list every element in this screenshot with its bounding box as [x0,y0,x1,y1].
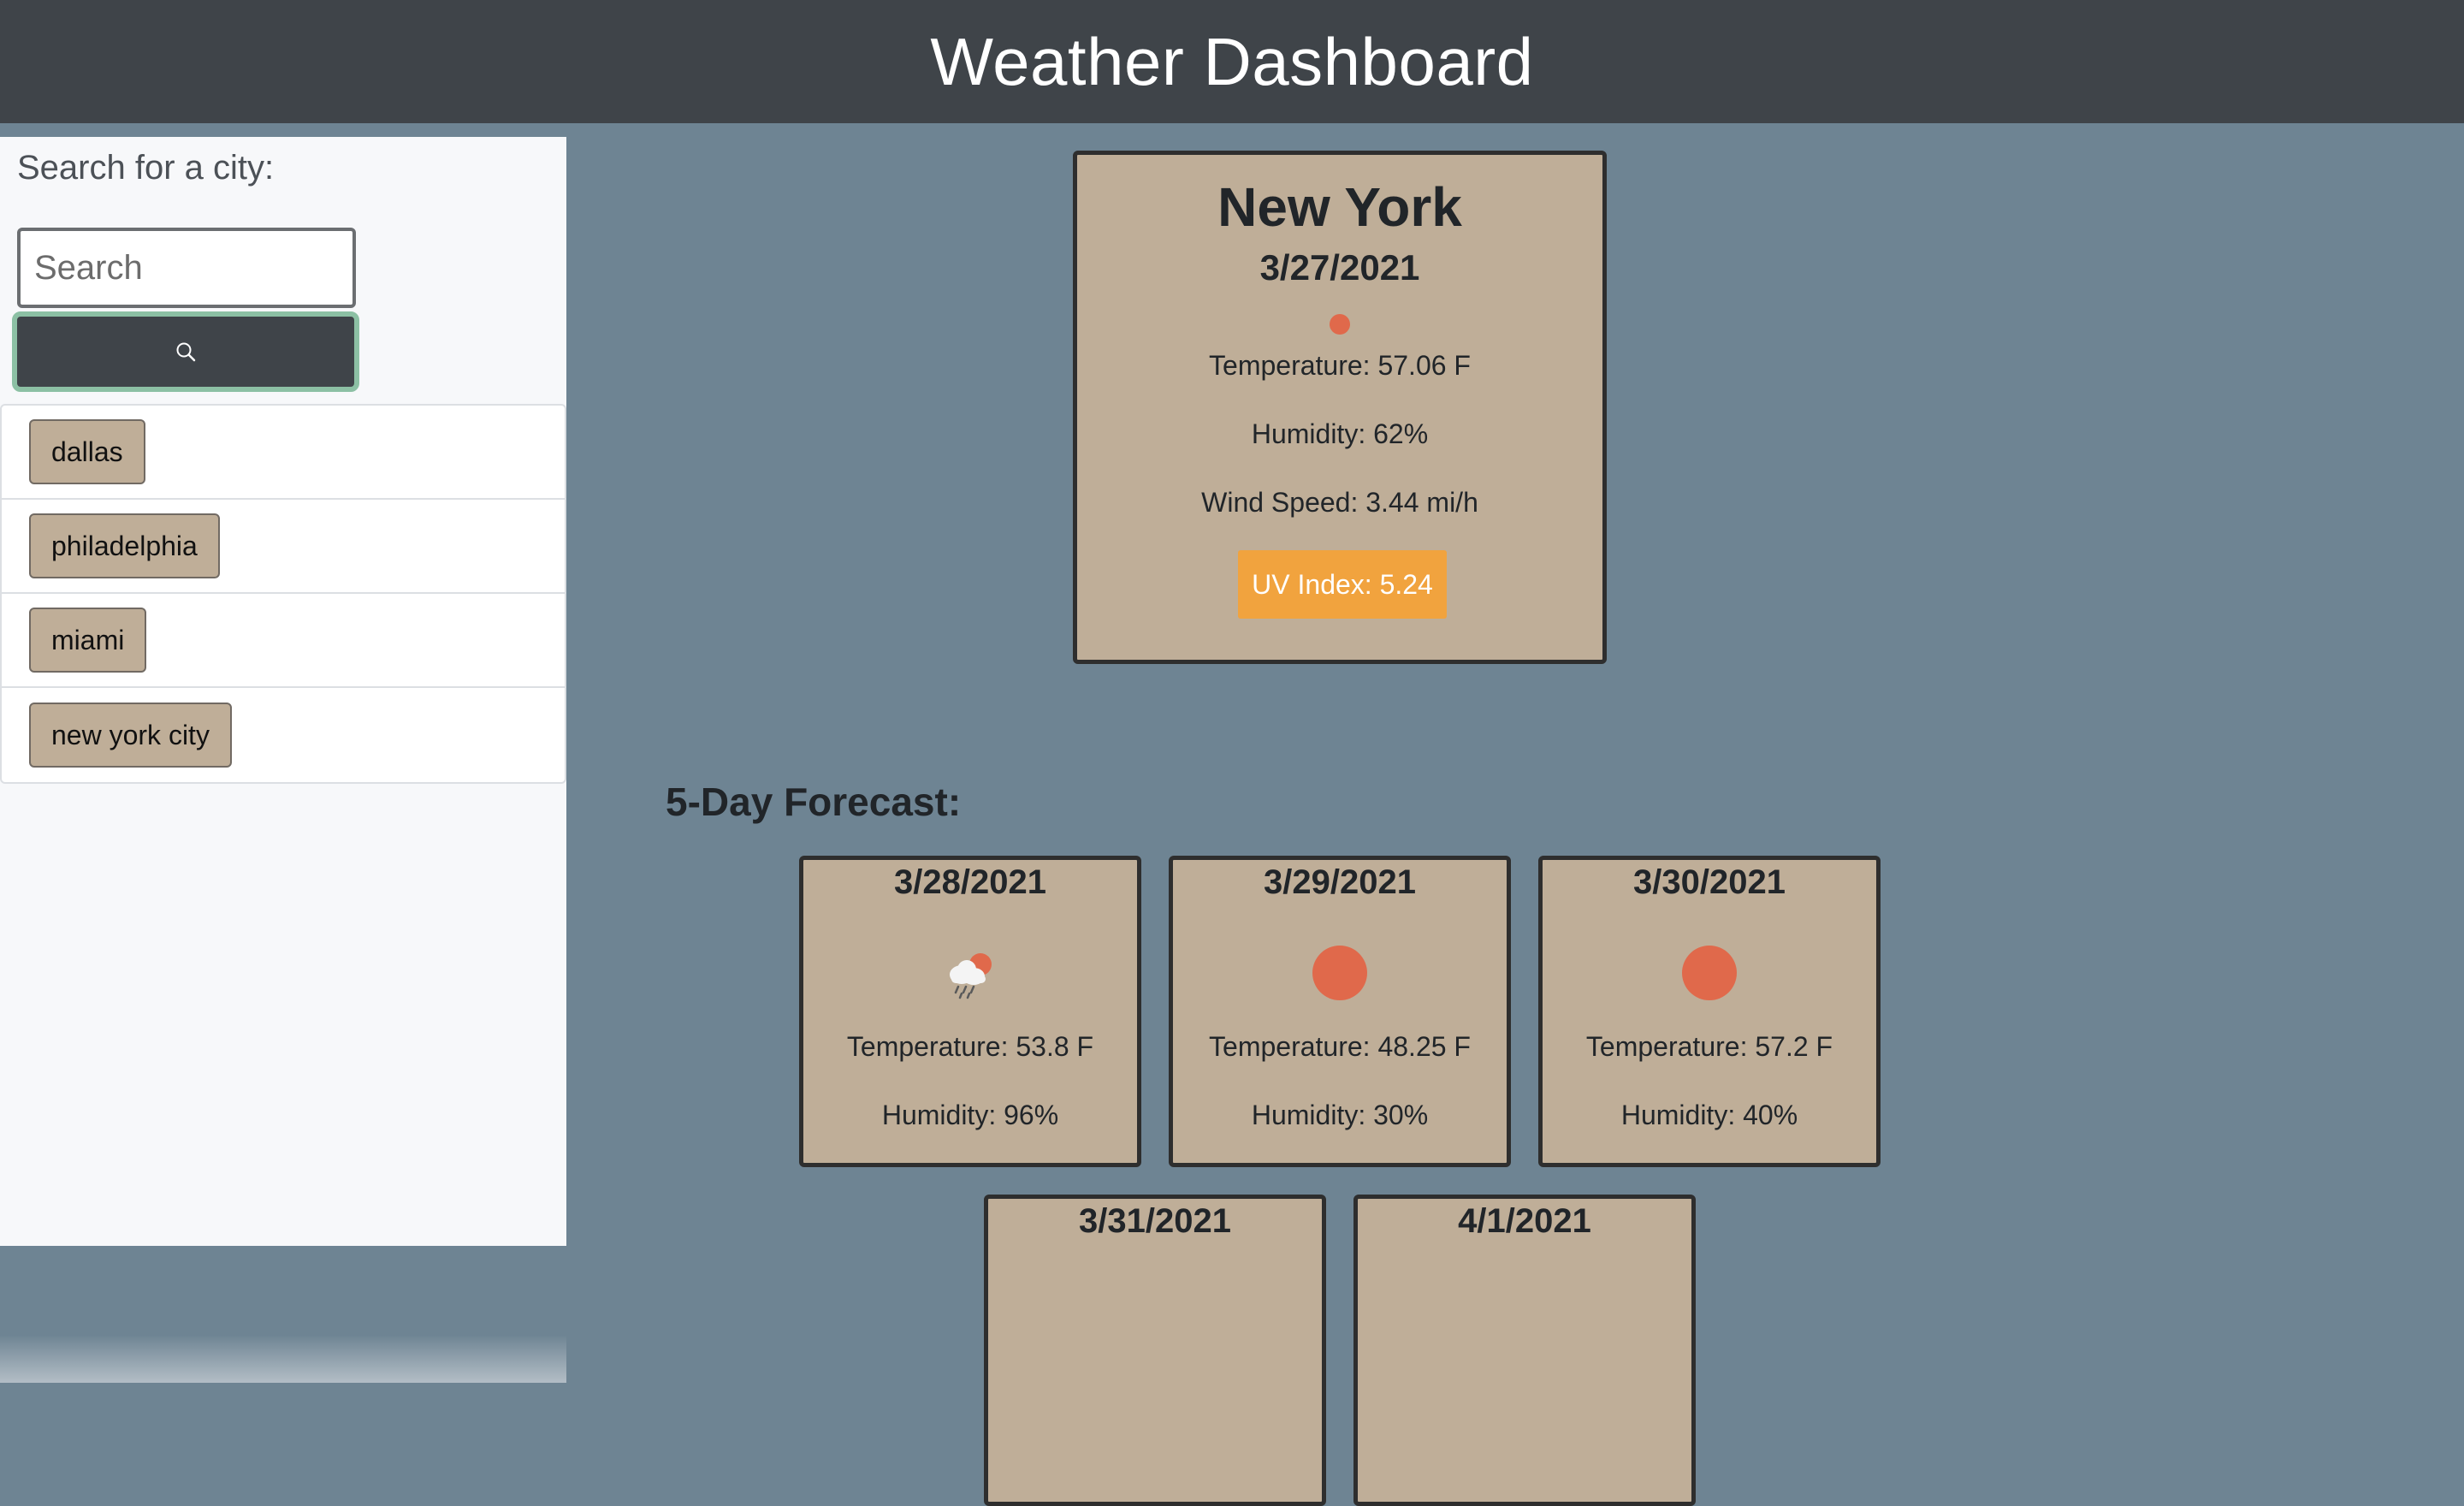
list-item: new york city [2,688,565,782]
forecast-date: 3/30/2021 [1633,863,1786,901]
uv-index-badge: UV Index: 5.24 [1238,550,1447,619]
forecast-card: 3/31/2021 [984,1195,1326,1506]
search-input[interactable] [17,228,356,308]
sun-icon [1312,946,1367,1000]
forecast-title: 5-Day Forecast: [666,780,962,824]
forecast-card: 3/29/2021 Temperature: 48.25 F Humidity:… [1169,856,1511,1167]
history-city-button[interactable]: miami [29,608,147,673]
search-icon [176,342,196,362]
page-title: Weather Dashboard [930,23,1534,99]
forecast-temperature: Temperature: 48.25 F [1209,1031,1471,1062]
list-item: miami [2,594,565,688]
forecast-date: 3/28/2021 [894,863,1046,901]
forecast-date: 3/29/2021 [1264,863,1416,901]
current-city: New York [1217,176,1462,238]
forecast-humidity: Humidity: 30% [1251,1100,1429,1130]
search-button[interactable] [12,311,359,392]
forecast-date: 4/1/2021 [1458,1202,1591,1240]
forecast-card: 4/1/2021 [1353,1195,1696,1506]
rain-cloud-icon [950,953,992,999]
sidebar-shadow [0,1335,566,1383]
current-date: 3/27/2021 [1259,247,1420,288]
search-history-list: dallas philadelphia miami new york city [0,404,566,784]
forecast-card: 3/30/2021 Temperature: 57.2 F Humidity: … [1538,856,1881,1167]
forecast-temperature: Temperature: 57.2 F [1585,1031,1833,1062]
sun-icon [1682,946,1737,1000]
list-item: philadelphia [2,500,565,594]
forecast-date: 3/31/2021 [1079,1202,1231,1240]
forecast-humidity: Humidity: 40% [1620,1100,1798,1130]
sun-icon [1330,314,1350,335]
search-label: Search for a city: [17,149,275,187]
history-city-button[interactable]: new york city [29,703,232,768]
forecast-card: 3/28/2021 Temperature: 53.8 F Humidity: … [799,856,1141,1167]
current-humidity: Humidity: 62% [1251,418,1429,449]
forecast-humidity: Humidity: 96% [881,1100,1059,1130]
sidebar: Search for a city: dallas philadelphia m… [0,137,566,1383]
history-city-button[interactable]: philadelphia [29,513,220,578]
current-temperature: Temperature: 57.06 F [1209,350,1471,381]
forecast-temperature: Temperature: 53.8 F [846,1031,1094,1062]
history-city-button[interactable]: dallas [29,419,145,484]
current-wind-speed: Wind Speed: 3.44 mi/h [1201,487,1478,518]
list-item: dallas [2,406,565,500]
page-header: Weather Dashboard [0,0,2464,123]
current-weather-card: New York 3/27/2021 Temperature: 57.06 F … [1073,151,1607,664]
